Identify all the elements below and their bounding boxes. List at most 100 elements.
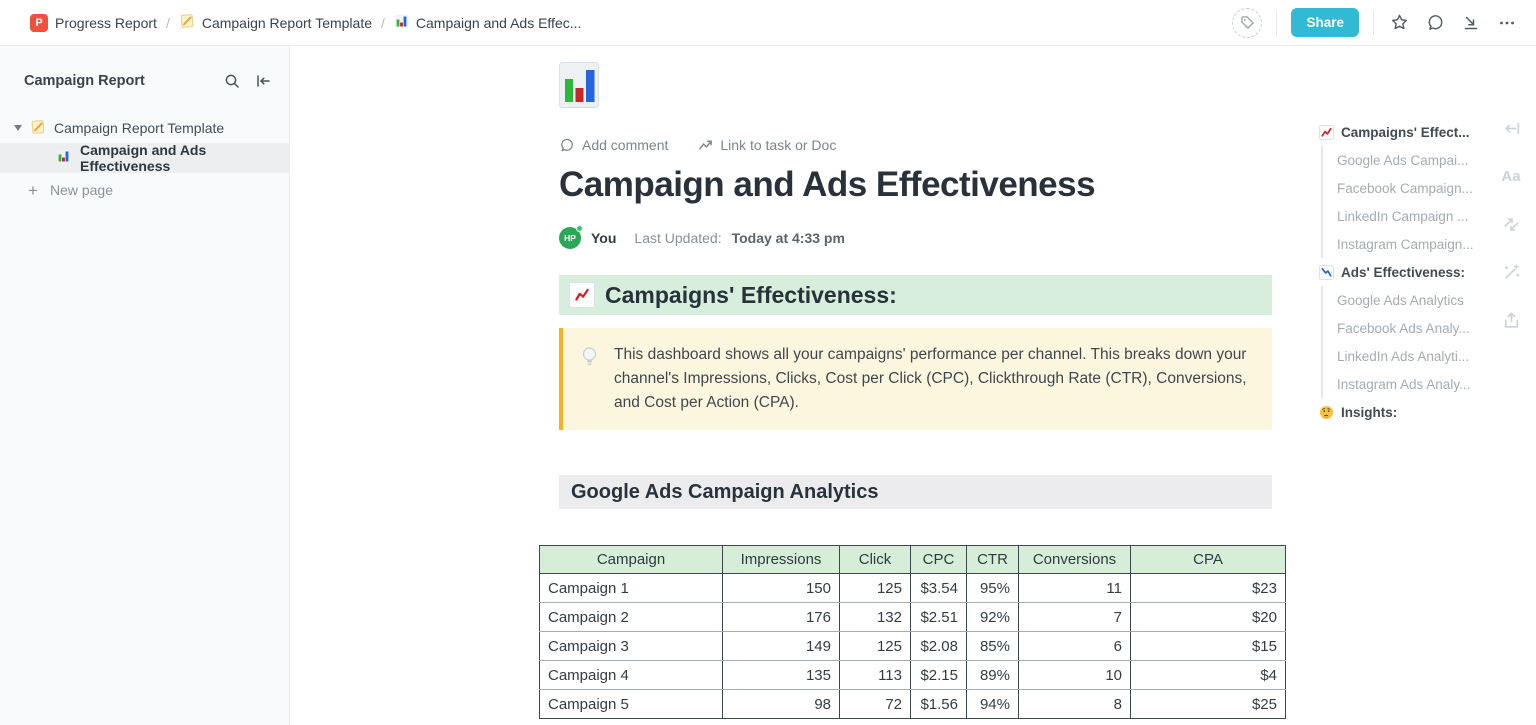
outline-item[interactable]: LinkedIn Campaign ... [1321,202,1506,230]
table-cell[interactable]: $4 [1130,660,1286,690]
table-cell[interactable]: 95% [966,573,1019,603]
table-cell[interactable]: 10 [1018,660,1131,690]
table-cell[interactable]: 98 [722,689,840,719]
table-cell[interactable]: 85% [966,631,1019,661]
table-cell[interactable]: 89% [966,660,1019,690]
section-heading-text: Google Ads Campaign Analytics [571,480,879,503]
typography-icon[interactable]: Aa [1501,167,1521,185]
outline-item[interactable]: Facebook Campaign... [1321,174,1506,202]
new-page-button[interactable]: + New page [0,175,289,205]
table-header-cell[interactable]: CPC [910,545,967,574]
table-cell[interactable]: 149 [722,631,840,661]
outline-item-label: Instagram Campaign... [1337,236,1474,252]
comment-bubble-icon [561,138,573,152]
outline-item[interactable]: Insights: [1318,398,1506,426]
table-cell[interactable]: 94% [966,689,1019,719]
outline-item[interactable]: Google Ads Campai... [1321,146,1506,174]
table-header-cell[interactable]: CPA [1130,545,1286,574]
collapse-sidebar-icon[interactable] [254,72,271,89]
collapse-panel-icon[interactable] [1501,118,1521,138]
table-cell[interactable]: $2.51 [910,602,967,632]
table-cell[interactable]: 8 [1018,689,1131,719]
author-name: You [591,230,617,246]
import-icon[interactable] [1460,12,1482,34]
table-header-cell[interactable]: Impressions [722,545,840,574]
tree-item-campaign-and-ads-effectiveness[interactable]: Campaign and Ads Effectiveness [0,142,289,174]
breadcrumb-item-progress-report[interactable]: P Progress Report [30,13,157,32]
relationships-icon[interactable] [1501,214,1521,234]
breadcrumb: P Progress Report / Campaign Report Temp… [30,13,581,32]
table-cell[interactable]: 92% [966,602,1019,632]
table-cell[interactable]: 6 [1018,631,1131,661]
table-header-cell[interactable]: Click [839,545,911,574]
table-cell[interactable]: Campaign 4 [539,660,723,690]
comments-icon[interactable] [1424,12,1446,34]
table-cell[interactable]: 135 [722,660,840,690]
table-cell[interactable]: $23 [1130,573,1286,603]
outline-item-label: Facebook Ads Analy... [1337,320,1470,336]
outline-item[interactable]: LinkedIn Ads Analyti... [1321,342,1506,370]
doc-cover-bar-chart-icon[interactable] [559,62,599,108]
search-icon[interactable] [223,72,240,89]
table-row: Campaign 3 149 125 $2.08 85% 6 $15 [539,631,1286,661]
table-cell[interactable]: 72 [839,689,911,719]
outline-item[interactable]: Instagram Campaign... [1321,230,1506,258]
breadcrumb-item-current-doc[interactable]: Campaign and Ads Effec... [394,14,582,32]
bar-chart-icon [56,149,71,167]
share-button[interactable]: Share [1291,8,1359,37]
section-heading-text: Campaigns' Effectiveness: [605,281,897,308]
tree-item-campaign-report-template[interactable]: Campaign Report Template [0,113,289,143]
outline-item[interactable]: Campaigns' Effect... [1318,118,1506,146]
bar-chart-icon [394,14,409,32]
table-cell[interactable]: 113 [839,660,911,690]
breadcrumb-label: Campaign and Ads Effec... [415,14,582,31]
doc-title[interactable]: Campaign and Ads Effectiveness [559,165,1096,204]
outline-item[interactable]: Instagram Ads Analy... [1321,370,1506,398]
top-bar: P Progress Report / Campaign Report Temp… [0,0,1536,46]
breadcrumb-item-template[interactable]: Campaign Report Template [179,13,372,32]
table-cell[interactable]: 125 [839,573,911,603]
table-cell[interactable]: $15 [1130,631,1286,661]
outline-item-label: Google Ads Analytics [1337,292,1464,308]
table-cell[interactable]: $3.54 [910,573,967,603]
table-cell[interactable]: Campaign 3 [539,631,723,661]
table-cell[interactable]: 11 [1018,573,1131,603]
table-cell[interactable]: $1.56 [910,689,967,719]
tag-button[interactable] [1232,7,1263,38]
more-options-icon[interactable] [1496,12,1518,34]
table-cell[interactable]: 7 [1018,602,1131,632]
table-cell[interactable]: Campaign 2 [539,602,723,632]
outline-item-label: Facebook Campaign... [1337,180,1473,196]
link-to-task-button[interactable]: Link to task or Doc [698,137,836,153]
outline-item[interactable]: Ads' Effectiveness: [1318,258,1506,286]
memo-icon [30,119,46,138]
table-row: Campaign 1 150 125 $3.54 95% 11 $23 [539,573,1286,603]
table-cell[interactable]: 176 [722,602,840,632]
magic-wand-icon[interactable] [1501,262,1521,282]
lightbulb-icon [581,346,598,415]
table-cell[interactable]: $2.15 [910,660,967,690]
table-header-cell[interactable]: Campaign [539,545,723,574]
table-cell[interactable]: $25 [1130,689,1286,719]
table-row: Campaign 4 135 113 $2.15 89% 10 $4 [539,660,1286,690]
callout-banner[interactable]: This dashboard shows all your campaigns'… [559,328,1272,430]
table-cell[interactable]: 150 [722,573,840,603]
avatar[interactable]: HP [559,225,583,249]
section-heading-campaigns-effectiveness[interactable]: Campaigns' Effectiveness: [559,275,1272,315]
table-cell[interactable]: Campaign 1 [539,573,723,603]
expand-caret-icon[interactable] [14,125,22,131]
outline-item[interactable]: Google Ads Analytics [1321,286,1506,314]
table-cell[interactable]: $20 [1130,602,1286,632]
app-body: Campaign Report Campaign Report [0,46,1536,725]
export-icon[interactable] [1501,310,1521,330]
table-header-cell[interactable]: Conversions [1018,545,1131,574]
outline-item[interactable]: Facebook Ads Analy... [1321,314,1506,342]
section-heading-google-ads-campaign-analytics[interactable]: Google Ads Campaign Analytics [559,475,1272,509]
table-cell[interactable]: 125 [839,631,911,661]
table-cell[interactable]: Campaign 5 [539,689,723,719]
table-cell[interactable]: $2.08 [910,631,967,661]
table-cell[interactable]: 132 [839,602,911,632]
table-header-cell[interactable]: CTR [966,545,1019,574]
add-comment-button[interactable]: Add comment [559,137,668,153]
favorite-star-icon[interactable] [1388,12,1410,34]
